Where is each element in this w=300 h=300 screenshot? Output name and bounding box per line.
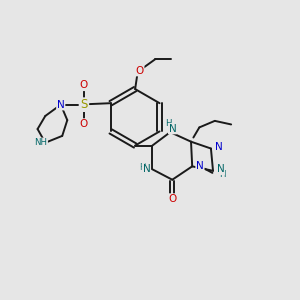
Text: O: O bbox=[136, 66, 144, 76]
Text: O: O bbox=[80, 119, 88, 129]
Text: O: O bbox=[168, 194, 176, 204]
Text: N: N bbox=[169, 124, 176, 134]
Text: H: H bbox=[219, 170, 225, 179]
Text: S: S bbox=[80, 98, 88, 111]
Text: H: H bbox=[166, 119, 172, 128]
Text: N: N bbox=[215, 142, 223, 152]
Text: H: H bbox=[139, 163, 145, 172]
Text: N: N bbox=[217, 164, 224, 174]
Text: N: N bbox=[57, 100, 64, 110]
Text: N: N bbox=[142, 164, 150, 174]
Text: NH: NH bbox=[34, 138, 47, 147]
Text: O: O bbox=[80, 80, 88, 90]
Text: N: N bbox=[196, 161, 204, 171]
